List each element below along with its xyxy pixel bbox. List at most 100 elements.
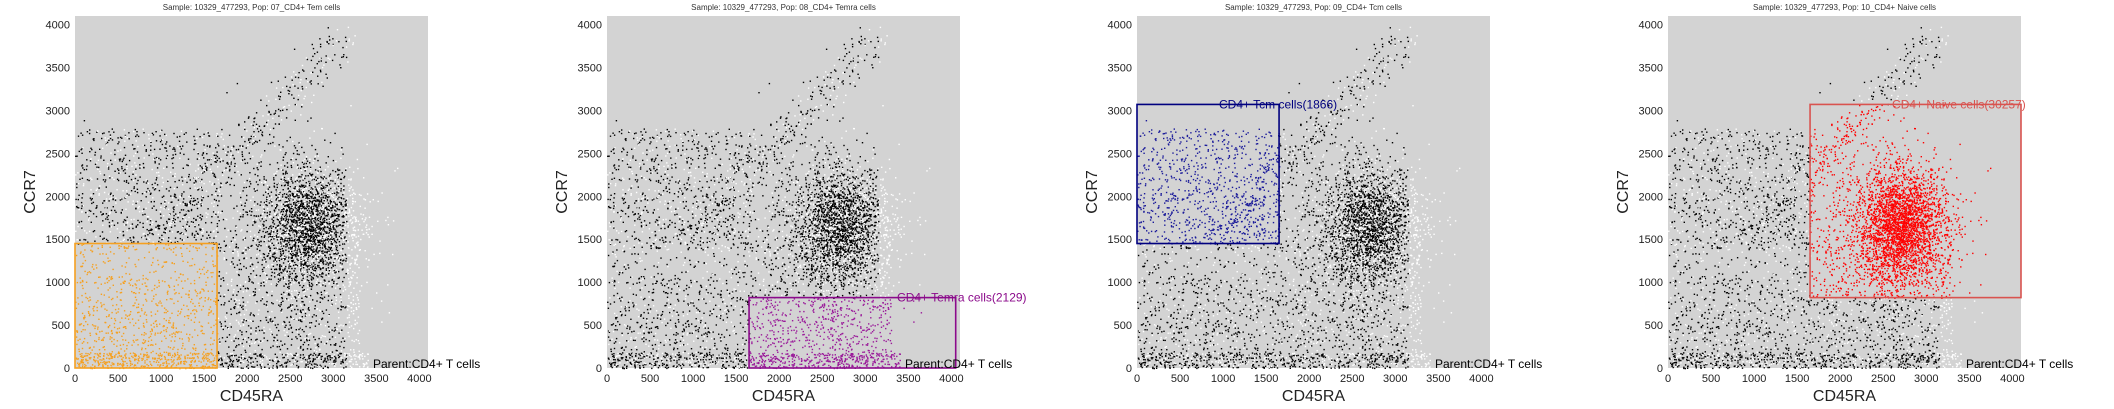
event-dot	[280, 228, 281, 229]
event-dot	[241, 307, 242, 308]
event-dot	[201, 179, 202, 180]
event-dot	[318, 265, 319, 266]
event-dot	[166, 331, 167, 332]
event-dot	[115, 159, 116, 160]
event-dot	[193, 149, 194, 150]
event-dot	[280, 253, 281, 254]
event-dot	[279, 346, 280, 347]
event-dot	[214, 211, 215, 212]
event-dot	[174, 286, 175, 287]
event-dot	[236, 320, 237, 321]
event-dot	[126, 348, 127, 349]
event-dot	[365, 227, 366, 228]
event-dot	[97, 300, 98, 301]
event-dot	[303, 245, 304, 246]
event-dot	[153, 134, 154, 135]
event-dot	[203, 351, 204, 352]
event-dot	[344, 214, 345, 215]
event-dot	[343, 325, 344, 326]
event-dot	[345, 205, 346, 206]
event-dot	[325, 178, 326, 179]
event-dot	[331, 300, 332, 301]
event-dot	[299, 180, 300, 181]
event-dot	[280, 233, 281, 234]
event-dot	[130, 314, 131, 315]
event-dot	[255, 288, 256, 289]
event-dot	[288, 234, 289, 235]
event-dot	[207, 208, 208, 209]
event-dot	[274, 257, 275, 258]
event-dot	[211, 203, 212, 204]
event-dot	[99, 253, 100, 254]
event-dot	[266, 301, 267, 302]
event-dot	[139, 222, 140, 223]
event-dot	[127, 137, 128, 138]
event-dot	[309, 200, 310, 201]
event-dot	[201, 309, 202, 310]
event-dot	[266, 197, 267, 198]
event-dot	[187, 278, 188, 279]
event-dot	[254, 201, 255, 202]
event-dot	[147, 289, 148, 290]
event-dot	[320, 217, 321, 218]
event-dot	[158, 158, 159, 159]
event-dot	[332, 264, 333, 265]
event-dot	[98, 167, 99, 168]
event-dot	[287, 185, 288, 186]
event-dot	[335, 232, 336, 233]
event-dot	[160, 130, 161, 131]
event-dot	[200, 331, 201, 332]
event-dot	[108, 140, 109, 141]
event-dot	[256, 301, 257, 302]
event-dot	[343, 347, 344, 348]
event-dot	[133, 171, 134, 172]
event-dot	[257, 248, 258, 249]
event-dot	[125, 273, 126, 274]
event-dot	[305, 311, 306, 312]
event-dot	[155, 221, 156, 222]
event-dot	[296, 194, 297, 195]
event-dot	[191, 299, 192, 300]
event-dot	[173, 133, 174, 134]
event-dot	[109, 353, 110, 354]
event-dot	[99, 276, 100, 277]
event-dot	[381, 192, 382, 193]
event-dot	[256, 266, 257, 267]
event-dot	[213, 206, 214, 207]
event-dot	[153, 271, 154, 272]
event-dot	[304, 194, 305, 195]
event-dot	[198, 224, 199, 225]
event-dot	[290, 252, 291, 253]
event-dot	[204, 300, 205, 301]
event-dot	[135, 340, 136, 341]
event-dot	[330, 200, 331, 201]
event-dot	[154, 326, 155, 327]
event-dot	[358, 221, 359, 222]
event-dot	[343, 198, 344, 199]
event-dot	[133, 335, 134, 336]
event-dot	[328, 203, 329, 204]
event-dot	[295, 236, 296, 237]
event-dot	[116, 312, 117, 313]
event-dot	[183, 168, 184, 169]
event-dot	[148, 230, 149, 231]
event-dot	[238, 322, 239, 323]
event-dot	[282, 197, 283, 198]
event-dot	[300, 188, 301, 189]
event-dot	[276, 327, 277, 328]
event-dot	[277, 219, 278, 220]
event-dot	[148, 341, 149, 342]
event-dot	[98, 337, 99, 338]
event-dot	[203, 167, 204, 168]
event-dot	[182, 274, 183, 275]
event-dot	[135, 129, 136, 130]
event-dot	[273, 226, 274, 227]
event-dot	[330, 344, 331, 345]
event-dot	[167, 155, 168, 156]
event-dot	[338, 260, 339, 261]
event-dot	[315, 265, 316, 266]
event-dot	[189, 251, 190, 252]
event-dot	[231, 314, 232, 315]
event-dot	[298, 327, 299, 328]
event-dot	[315, 197, 316, 198]
